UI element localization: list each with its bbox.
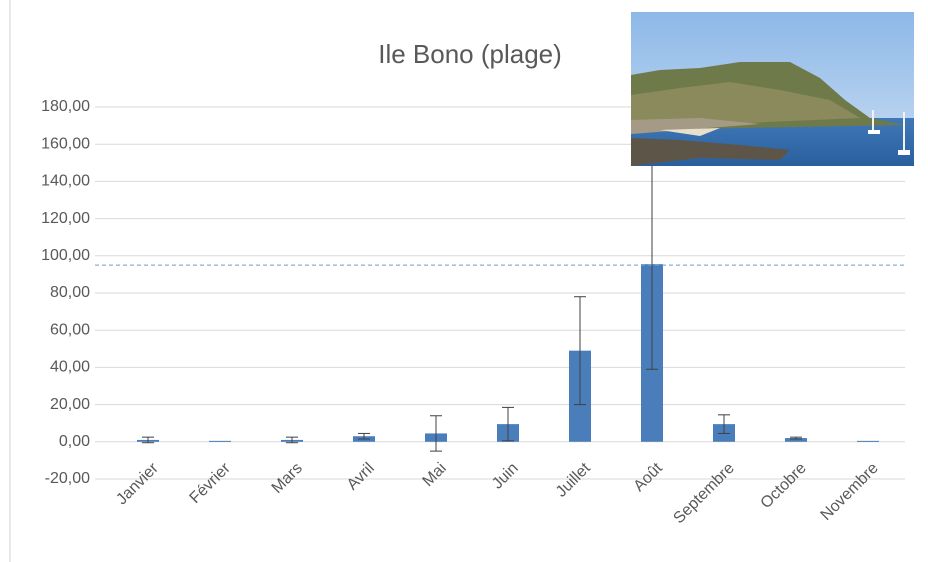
x-tick-label: Mai (420, 460, 450, 490)
y-tick-label: 0,00 (59, 433, 90, 450)
x-tick-label: Octobre (758, 460, 810, 512)
y-tick-label: 100,00 (41, 247, 90, 264)
x-tick-label: Juin (489, 460, 522, 493)
x-tick-label: Novembre (818, 460, 882, 524)
x-tick-label: Avril (344, 460, 378, 494)
y-tick-label: 60,00 (50, 321, 90, 338)
y-tick-label: 140,00 (41, 173, 90, 190)
y-tick-label: 40,00 (50, 359, 90, 376)
x-tick-label: Février (187, 459, 235, 507)
x-tick-label: Juillet (553, 459, 594, 500)
photo (631, 12, 914, 166)
y-tick-label: 180,00 (41, 98, 90, 115)
x-tick-label: Janvier (113, 459, 162, 508)
y-tick-label: 120,00 (41, 210, 90, 227)
x-tick-label: Mars (269, 460, 306, 497)
y-tick-label: 20,00 (50, 396, 90, 413)
chart-title: Ile Bono (plage) (378, 39, 562, 69)
y-tick-label: 160,00 (41, 135, 90, 152)
bar (857, 440, 879, 442)
y-tick-label: -20,00 (45, 470, 90, 487)
y-tick-label: 80,00 (50, 284, 90, 301)
bar (785, 438, 807, 442)
x-tick-label: Septembre (670, 460, 737, 527)
bar (209, 440, 231, 442)
x-tick-label: Août (631, 459, 667, 495)
